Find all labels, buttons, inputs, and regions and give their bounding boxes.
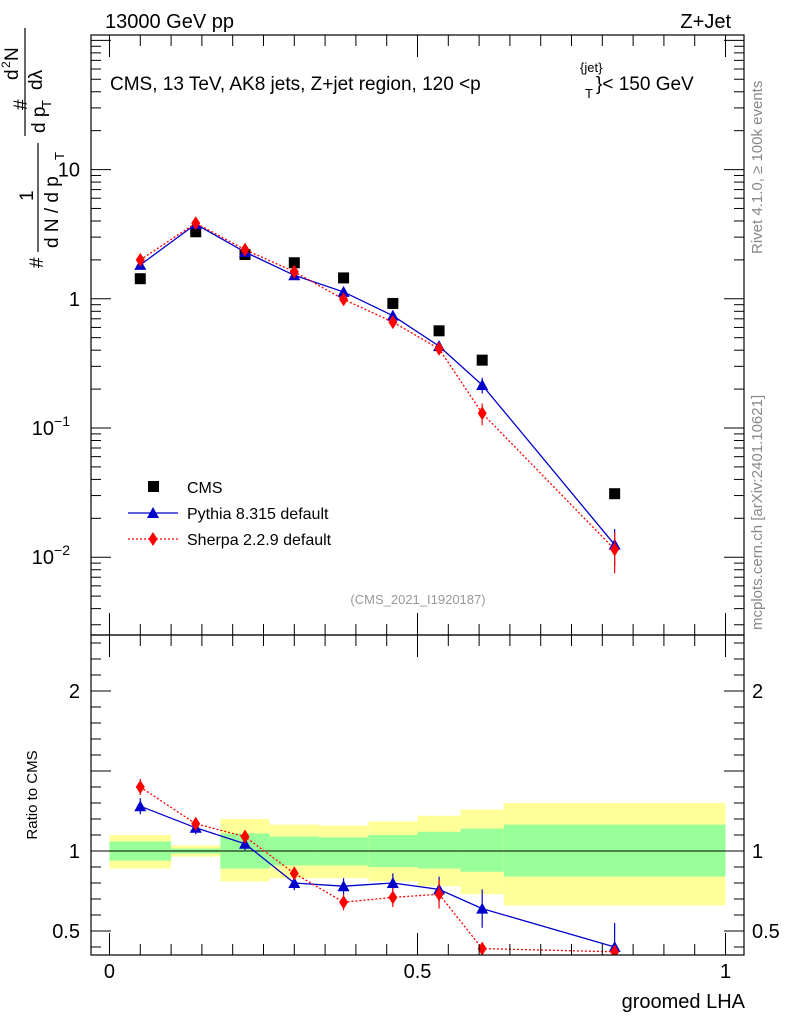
ratio-point-0-4 [337,880,350,892]
title-tail: }< 150 GeV [596,74,694,95]
legend-label-pythia: Pythia 8.315 default [187,506,329,523]
rivet-note: Rivet 4.1.0, ≥ 100k events [749,81,766,254]
main-ytick-label-1: 10−1 [32,413,70,440]
main-line-2 [139,222,616,550]
main-point-2-4 [339,292,349,307]
ratio-point-1-6 [434,887,444,902]
ylabel-frac2-num-N: N [2,47,23,61]
main-ytick-label-2: 1 [69,289,80,311]
ratio-point-1-8 [610,944,620,955]
legend-triangle-icon [147,507,159,518]
legend: CMS Pythia 8.315 default Sherpa 2.2.9 de… [128,480,332,549]
ratio-point-0-3 [288,877,301,888]
ratio-point-0-5 [386,877,399,888]
ratio-point-1-7 [477,941,487,955]
main-point-0-4 [338,272,350,284]
ratio-content [91,779,744,955]
main-point-0-3 [288,257,300,269]
ylabel-hash: # [27,257,48,268]
ylabel-frac1-den: d N / d p [42,176,63,248]
main-point-2-1 [191,216,201,231]
main-ytick-label-3: 10 [58,160,80,182]
legend-item-pythia: Pythia 8.315 default [128,506,329,523]
main-point-0-8 [609,488,621,500]
ylabel-frac2-den-tail: dλ [26,69,47,90]
ratio-panel [91,779,744,955]
ratio-ytick-label-right-1: 1 [752,841,763,863]
main-point-2-0 [135,252,145,267]
title-sub: T [585,86,593,101]
ratio-point-1-5 [388,890,398,905]
main-point-1-4 [337,285,350,297]
main-point-2-6 [434,341,444,356]
ratio-point-1-3 [289,866,299,881]
ratio-ylabel: Ratio to CMS [24,750,41,839]
x-axis-label: groomed LHA [622,991,746,1013]
ylabel-frac2-den: d p [29,107,50,133]
axes: 10−2 10−1 1 10 0.5 0.5 1 1 2 2 0 0.5 1 [32,34,780,983]
ylabel-frac2-num-d: d [2,69,23,80]
ylabel-sub-1: T [52,152,67,160]
legend-item-cms: CMS [148,480,223,497]
ratio-point-1-0 [135,780,145,794]
main-point-2-7 [477,406,487,421]
title-sup: {jet} [580,60,603,75]
main-point-0-5 [387,297,399,309]
main-point-0-0 [134,273,146,285]
mcplots-note: mcplots.cern.ch [arXiv:2401.10621] [749,395,766,630]
main-point-2-8 [610,542,620,557]
main-panel [134,216,621,574]
xtick-label-1: 0.5 [404,961,432,983]
main-point-2-5 [388,315,398,330]
main-ylabel: # 1 d N / d p T # d 2 N d p T dλ [0,28,67,268]
ratio-frame [90,634,745,956]
legend-label-sherpa: Sherpa 2.2.9 default [187,532,332,549]
ratio-point-1-4 [339,895,349,910]
legend-item-sherpa: Sherpa 2.2.9 default [128,532,332,549]
header-right: Z+Jet [680,11,731,33]
ratio-ytick-label-left-1: 1 [69,841,80,863]
ratio-point-0-7 [476,902,489,914]
band-inner-7 [460,828,504,872]
legend-square-icon [148,481,159,492]
legend-label-cms: CMS [187,480,223,497]
ylabel-frac2-num-sup: 2 [0,61,13,68]
main-ytick-label-0: 10−2 [32,542,70,569]
legend-diamond-icon [148,532,158,546]
main-point-0-1 [190,226,202,238]
xtick-label-2: 1 [720,961,731,983]
xtick-label-0: 0 [104,961,115,983]
ratio-point-1-2 [240,829,250,844]
ratio-ytick-label-right-2: 2 [752,681,763,703]
ratio-ytick-label-right-0: 0.5 [752,921,780,943]
main-title: CMS, 13 TeV, AK8 jets, Z+jet region, 120… [110,60,694,101]
ratio-ytick-label-left-2: 2 [69,681,80,703]
main-point-2-2 [240,242,250,257]
ylabel-frac2-hash: # [11,99,32,110]
analysis-tag: (CMS_2021_I1920187) [350,592,485,607]
band-inner-6 [417,831,461,869]
main-point-2-3 [289,264,299,279]
ratio-point-0-0 [134,800,147,812]
header-left: 13000 GeV pp [105,11,234,33]
ratio-point-1-1 [191,816,201,831]
main-point-1-7 [476,379,489,391]
main-point-0-6 [433,325,445,337]
ylabel-frac1-num: 1 [17,190,38,201]
ylabel-sub-2: T [39,100,54,108]
ratio-ytick-label-left-0: 0.5 [52,921,80,943]
title-main: CMS, 13 TeV, AK8 jets, Z+jet region, 120… [110,74,481,95]
main-point-0-7 [476,354,488,366]
